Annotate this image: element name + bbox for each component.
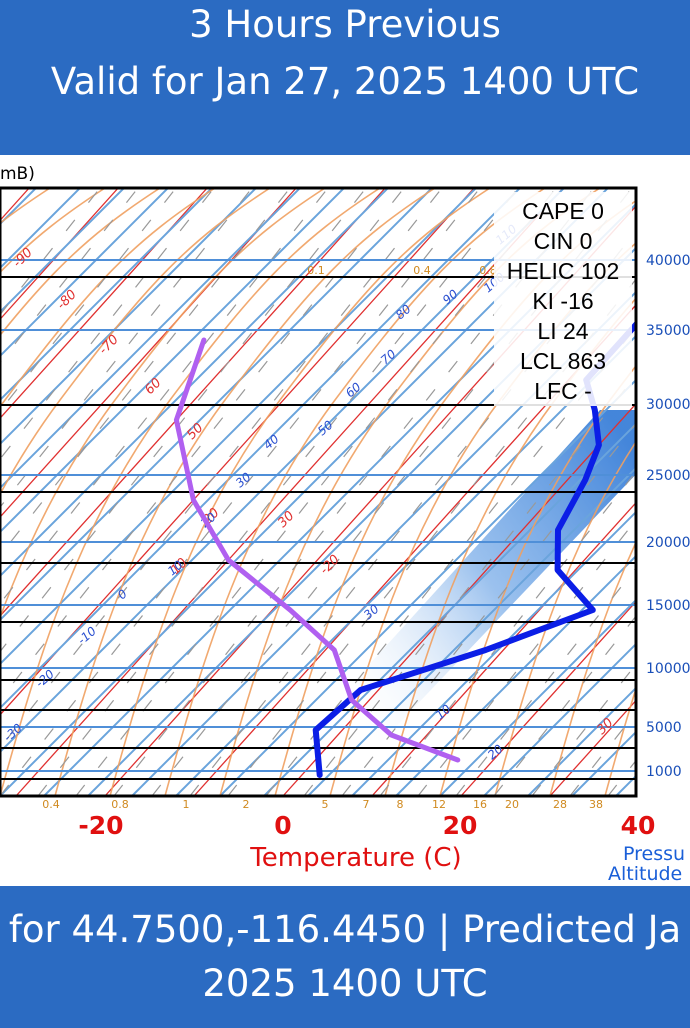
dry-adiabat-line [0,188,214,402]
moist-adiabat-line [0,188,326,621]
mixing-ratio-label: 5 [322,798,329,811]
mixing-ratio-label: 7 [363,798,370,811]
mixing-ratio-top-label: 0.4 [413,264,431,277]
moist-adiabat-line [494,440,636,796]
footer-predicted-time: 2025 1400 UTC [202,962,488,1005]
moist-adiabat-line [109,188,491,796]
index-helic: HELIC 102 [507,258,620,284]
mixing-ratio-label: 0.4 [42,798,60,811]
index-box-bg [494,192,632,406]
altitude-tick-label: 5000 [646,720,682,736]
mixing-ratio-top-label: 0.1 [307,264,325,277]
moist-adiabat-line [0,188,216,409]
dry-adiabat-line [0,188,82,270]
header-valid-time: Valid for Jan 27, 2025 1400 UTC [50,60,640,103]
index-ki: KI -16 [532,288,593,314]
dry-adiabat-line [0,188,478,666]
altitude-tick-label: 10000 [646,661,690,677]
mixing-ratio-label: 8 [397,798,404,811]
mixing-ratio-label: 2 [243,798,250,811]
moist-adiabat-line [0,188,271,496]
dry-adiabat-line [0,188,302,490]
moist-adiabat-line [54,188,436,796]
moist-adiabat-line [0,188,161,337]
dewpoint-line [312,320,636,778]
index-lfc: LFC - [534,378,592,404]
mixing-ratio-label: 1 [183,798,190,811]
dry-adiabat-line [0,188,390,578]
moist-adiabat-line [0,188,106,274]
mixing-ratio-label: 16 [473,798,487,811]
mixing-ratio-line [684,188,690,796]
mixing-ratio-label: 28 [553,798,567,811]
altitude-tick-label: 40000 [646,253,690,269]
moist-adiabat-line [164,188,546,796]
index-cape: CAPE 0 [522,198,604,224]
isotherm-line [371,501,636,796]
x-tick-label: 20 [443,811,478,840]
parcel-line [173,337,461,763]
dry-adiabat-line [0,188,258,446]
mixing-ratio-label: 0.8 [111,798,129,811]
altitude-tick-label: 15000 [646,598,690,614]
isotherm-line [0,188,119,321]
mixing-ratio-label: 38 [589,798,603,811]
x-tick-label: 40 [621,811,656,840]
dry-adiabat-line [0,188,38,226]
altitude-tick-label: 20000 [646,535,690,551]
isotherm-line [0,188,208,420]
isotherm-line [639,188,690,796]
mixing-ratio-label: 20 [505,798,519,811]
index-cin: CIN 0 [534,228,593,254]
index-li: LI 24 [537,318,588,344]
skewt-chart: -90-80-706050-20102030301101009080706050… [0,164,690,885]
altitude-tick-label: 30000 [646,397,690,413]
altitude-tick-label: 25000 [646,468,690,484]
altitude-tick-label: 35000 [646,323,690,339]
moist-adiabat-line [660,188,690,796]
mixing-ratio-line [646,188,690,796]
dry-adiabat-line [0,188,434,622]
right-axis-title: Altitude [608,863,682,885]
x-axis-title: Temperature (C) [249,843,461,873]
dry-adiabat-line [0,188,170,358]
bottom-banner [0,886,690,1028]
pressure-axis-label-fragment: mB) [0,164,35,184]
footer-location: for 44.7500,-116.4450 | Predicted Ja [8,908,682,951]
dry-adiabat-line [0,188,126,314]
moist-adiabat-line [439,364,636,796]
mixing-ratio-top-label: 0.8 [479,264,497,277]
x-tick-label: 0 [274,811,291,840]
moist-adiabat-line [329,241,636,796]
header-title: 3 Hours Previous [0,3,690,47]
plot-frame [0,186,638,798]
moist-adiabat-line [0,188,381,796]
x-tick-label: -20 [78,811,123,840]
altitude-tick-label: 1000 [646,764,682,780]
isotherm-line [460,600,636,796]
mixing-ratio-label: 12 [432,798,446,811]
right-axis-title: Pressu [623,843,685,865]
moist-adiabat-line [549,540,636,796]
index-lcl: LCL 863 [520,348,606,374]
